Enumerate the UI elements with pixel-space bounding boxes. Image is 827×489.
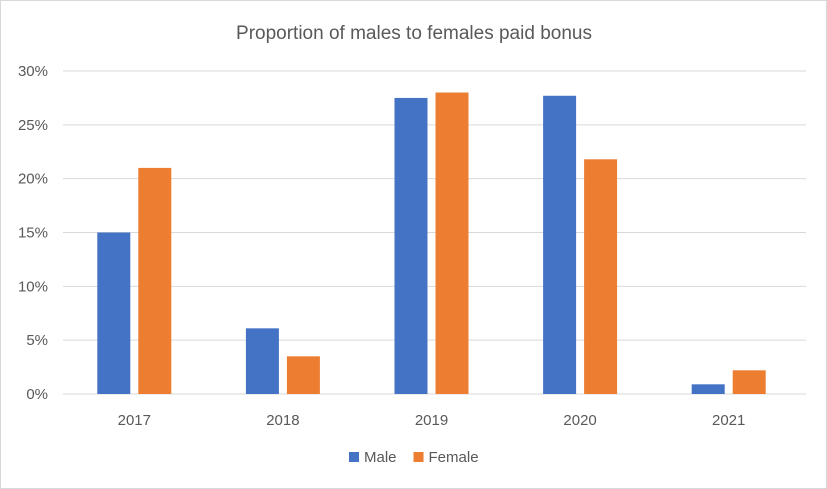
legend-label-female: Female	[429, 449, 479, 466]
gridlines	[63, 70, 806, 395]
bar-female-2020	[584, 159, 618, 394]
legend: Male Female	[349, 449, 479, 466]
y-tick-label: 5%	[26, 332, 48, 349]
chart-title: Proportion of males to females paid bonu…	[236, 23, 592, 44]
x-axis-labels: 2017 2018 2019 2020 2021	[118, 412, 746, 429]
x-tick-label: 2019	[415, 412, 448, 429]
y-tick-label: 10%	[18, 278, 48, 295]
bar-female-2019	[435, 92, 469, 395]
y-tick-label: 25%	[18, 117, 48, 134]
x-tick-label: 2017	[118, 412, 151, 429]
bar-male-2017	[97, 232, 131, 394]
bar-female-2017	[138, 167, 172, 394]
x-tick-label: 2021	[712, 412, 745, 429]
bar-male-2018	[245, 328, 279, 394]
y-axis-labels: 0% 5% 10% 15% 20% 25% 30%	[18, 63, 48, 403]
bar-female-2021	[732, 370, 766, 394]
y-tick-label: 15%	[18, 225, 48, 242]
bar-male-2020	[543, 95, 577, 394]
x-tick-label: 2018	[266, 412, 299, 429]
bar-male-2021	[691, 384, 725, 394]
legend-swatch-female	[413, 452, 424, 462]
legend-label-male: Male	[364, 449, 397, 466]
y-tick-label: 0%	[26, 386, 48, 403]
bar-female-2018	[286, 356, 320, 394]
bars	[97, 92, 766, 395]
y-tick-label: 30%	[18, 63, 48, 80]
y-tick-label: 20%	[18, 171, 48, 188]
x-tick-label: 2020	[563, 412, 596, 429]
bar-male-2019	[394, 97, 428, 395]
legend-swatch-male	[349, 452, 359, 462]
